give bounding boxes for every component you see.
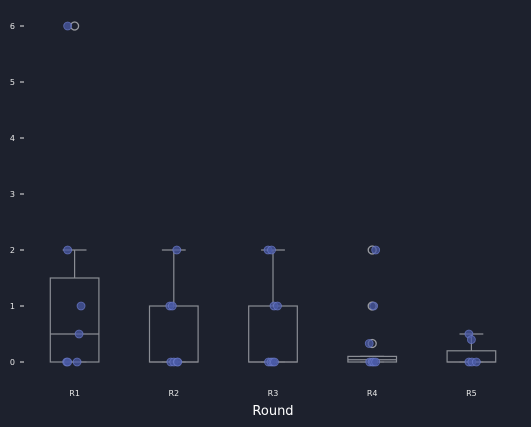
points-r3 [263,245,282,367]
points-r5 [464,329,481,367]
box-body [248,305,298,363]
y-tick-label: 3 [10,190,15,199]
y-tick-label: 1 [10,302,15,311]
data-point [172,245,182,255]
data-point [72,357,82,367]
data-point [471,357,481,367]
y-axis: 0 1 2 3 4 5 6 [10,22,24,367]
y-tick-label: 5 [10,78,15,87]
data-point [273,301,282,311]
data-point [63,21,73,31]
data-point [63,245,73,255]
y-tick-label: 6 [10,22,15,31]
data-point [466,335,476,345]
data-point [371,357,381,367]
data-point [267,245,276,255]
box-body [49,277,100,363]
point-group [62,21,481,367]
y-tick-label: 4 [10,134,15,143]
data-point [173,357,183,367]
x-tick-label: R1 [69,389,80,398]
x-axis-title: Round [252,404,293,419]
x-axis: R1 R2 R3 R4 R5 [69,389,476,398]
data-point [270,357,279,367]
box-body [148,305,199,363]
x-tick-label: R2 [168,389,179,398]
box-r1 [49,21,100,363]
x-tick-label: R5 [466,389,477,398]
data-point [364,339,374,348]
box-group [49,21,497,363]
x-tick-label: R3 [268,389,279,398]
data-point [369,301,379,311]
y-tick-label: 2 [10,246,15,255]
data-point [371,245,381,255]
points-r2 [165,245,183,367]
y-tick-label: 0 [10,358,15,367]
data-point [167,301,177,311]
points-r4 [364,245,381,367]
data-point [76,301,86,311]
data-point [63,357,73,367]
data-point [74,329,84,339]
x-tick-label: R4 [367,389,378,398]
points-r1 [62,21,86,367]
